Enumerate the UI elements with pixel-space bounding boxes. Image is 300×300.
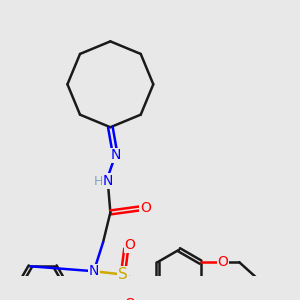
Text: N: N [103,174,113,188]
Text: O: O [140,202,151,215]
Text: N: N [110,148,121,162]
Text: O: O [125,238,136,253]
Text: O: O [125,297,136,300]
Text: H: H [94,175,104,188]
Text: S: S [118,267,128,282]
Text: O: O [218,255,228,269]
Text: N: N [89,264,99,278]
